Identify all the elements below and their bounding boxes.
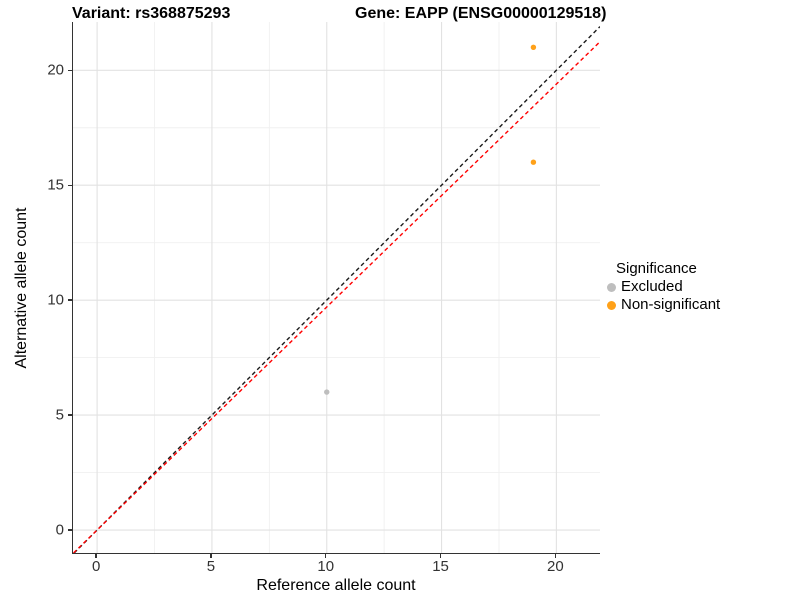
y-tick-label: 5 xyxy=(55,406,64,424)
plot-title-variant: Variant: rs368875293 xyxy=(72,5,231,22)
expected-line xyxy=(73,41,600,553)
y-axis-tick xyxy=(68,529,72,531)
scatter-plot-canvas xyxy=(73,22,600,553)
excluded-dot-icon xyxy=(607,282,616,292)
data-point-non-significant xyxy=(530,44,537,50)
legend-entry-label: Excluded xyxy=(621,278,683,295)
y-axis-tick xyxy=(68,69,72,71)
y-axis-tick xyxy=(68,184,72,186)
x-tick-label: 5 xyxy=(206,558,216,575)
x-tick-label: 20 xyxy=(547,558,564,575)
non-significant-dot-icon xyxy=(607,300,616,310)
legend-entry-label: Non-significant xyxy=(621,296,721,313)
y-axis-tick xyxy=(68,299,72,301)
y-tick-label: 15 xyxy=(47,176,64,194)
plot-panel xyxy=(72,22,600,554)
x-tick-label: 15 xyxy=(432,558,449,575)
y-tick-label: 20 xyxy=(47,61,64,79)
y-tick-label: 10 xyxy=(47,291,64,309)
x-axis-tick xyxy=(439,554,442,558)
x-tick-label: 10 xyxy=(317,558,335,575)
legend-title: Significance xyxy=(616,260,697,277)
y-tick-label: 0 xyxy=(55,521,64,539)
x-axis-tick xyxy=(95,554,97,558)
data-point-non-significant xyxy=(530,159,537,165)
legend-entry-non-significant: Non-significant xyxy=(606,296,720,314)
y-axis-label: Alternative allele count xyxy=(13,207,30,369)
data-point-excluded xyxy=(324,389,330,395)
x-axis-tick xyxy=(210,554,212,558)
x-axis-tick xyxy=(554,554,557,558)
legend: Significance Excluded Non-significant xyxy=(606,260,720,314)
y-axis-tick xyxy=(68,414,72,416)
x-tick-label: 0 xyxy=(91,558,101,575)
legend-entry-excluded: Excluded xyxy=(606,278,720,296)
plot-title-gene: Gene: EAPP (ENSG00000129518) xyxy=(355,5,607,22)
x-axis-label: Reference allele count xyxy=(256,577,416,594)
x-axis-tick xyxy=(325,554,327,558)
identity-line xyxy=(73,26,600,553)
